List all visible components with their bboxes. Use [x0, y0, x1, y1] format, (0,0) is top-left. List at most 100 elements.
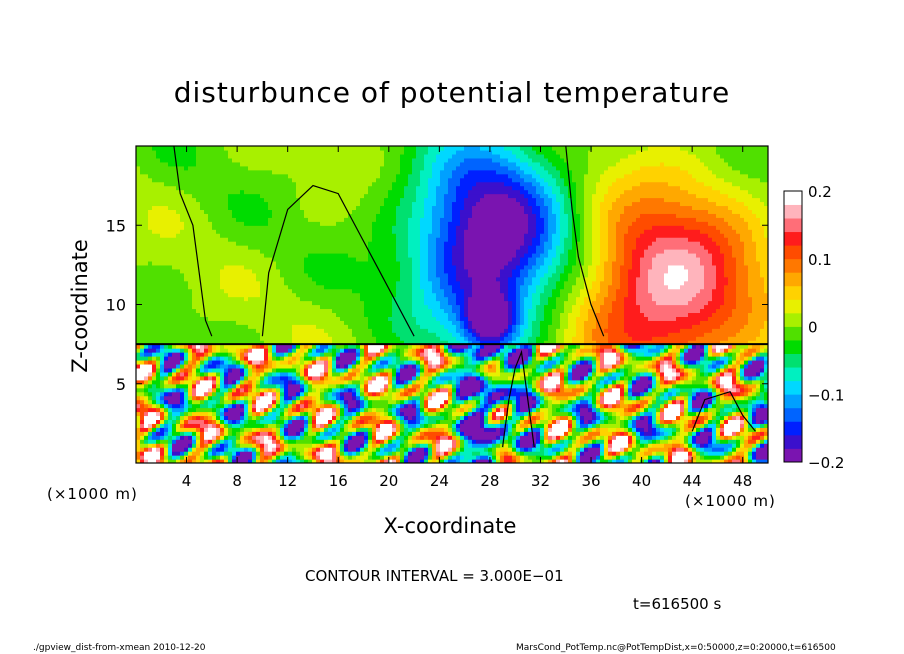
- heatmap-cell: [136, 324, 141, 329]
- heatmap-cell: [332, 177, 337, 183]
- heatmap-cell: [160, 256, 165, 262]
- heatmap-cell: [136, 201, 141, 207]
- heatmap-cell: [144, 383, 149, 389]
- heatmap-cell: [156, 459, 161, 463]
- heatmap-cell: [220, 419, 225, 424]
- heatmap-cell: [232, 177, 237, 183]
- heatmap-cell: [148, 193, 153, 199]
- heatmap-cell: [136, 256, 141, 262]
- heatmap-cell: [320, 308, 325, 314]
- heatmap-cell: [312, 348, 317, 353]
- heatmap-cell: [280, 276, 285, 282]
- heatmap-cell: [272, 268, 277, 274]
- heatmap-cell: [288, 312, 293, 317]
- heatmap-cell: [232, 403, 237, 409]
- heatmap-cell: [140, 332, 145, 337]
- heatmap-cell: [192, 411, 197, 417]
- heatmap-cell: [252, 359, 257, 365]
- heatmap-cell: [140, 193, 145, 199]
- heatmap-cell: [320, 272, 325, 278]
- heatmap-cell: [256, 149, 261, 155]
- heatmap-cell: [360, 411, 365, 417]
- heatmap-cell: [296, 276, 301, 282]
- heatmap-cell: [268, 336, 273, 341]
- heatmap-cell: [208, 213, 213, 218]
- heatmap-cell: [212, 399, 217, 405]
- heatmap-cell: [272, 153, 277, 159]
- heatmap-cell: [312, 241, 317, 246]
- heatmap-cell: [220, 439, 225, 444]
- heatmap-cell: [192, 367, 197, 373]
- heatmap-cell: [284, 197, 289, 203]
- heatmap-cell: [284, 423, 289, 428]
- heatmap-cell: [364, 197, 369, 203]
- heatmap-cell: [136, 264, 141, 270]
- heatmap-cell: [236, 391, 241, 397]
- heatmap-cell: [368, 340, 373, 345]
- heatmap-cell: [212, 157, 217, 163]
- heatmap-cell: [376, 304, 381, 310]
- heatmap-cell: [140, 256, 145, 262]
- heatmap-cell: [284, 249, 289, 254]
- heatmap-cell: [364, 161, 369, 167]
- heatmap-cell: [184, 165, 189, 171]
- heatmap-cell: [196, 443, 201, 448]
- heatmap-cell: [216, 359, 221, 365]
- heatmap-cell: [276, 205, 281, 210]
- heatmap-cell: [304, 193, 309, 199]
- heatmap-cell: [180, 268, 185, 274]
- heatmap-cell: [288, 146, 293, 151]
- heatmap-cell: [280, 324, 285, 329]
- heatmap-cell: [220, 320, 225, 325]
- heatmap-cell: [208, 165, 213, 171]
- heatmap-cell: [332, 415, 337, 421]
- heatmap-cell: [248, 288, 253, 294]
- heatmap-cell: [136, 268, 141, 274]
- heatmap-cell: [288, 419, 293, 424]
- heatmap-cell: [356, 185, 361, 191]
- heatmap-cell: [244, 356, 249, 361]
- heatmap-cell: [188, 209, 193, 214]
- heatmap-cell: [160, 280, 165, 286]
- heatmap-cell: [272, 320, 277, 325]
- heatmap-cell: [176, 276, 181, 282]
- heatmap-cell: [208, 245, 213, 250]
- heatmap-cell: [264, 359, 269, 365]
- heatmap-cell: [356, 427, 361, 432]
- heatmap-cell: [348, 403, 353, 409]
- heatmap-cell: [376, 451, 381, 456]
- heatmap-cell: [296, 391, 301, 397]
- heatmap-cell: [348, 300, 353, 306]
- heatmap-cell: [320, 276, 325, 282]
- heatmap-cell: [272, 344, 277, 349]
- heatmap-cell: [320, 229, 325, 234]
- heatmap-cell: [368, 276, 373, 282]
- heatmap-cell: [332, 221, 337, 226]
- heatmap-cell: [300, 157, 305, 163]
- heatmap-cell: [216, 316, 221, 321]
- heatmap-cell: [212, 149, 217, 155]
- heatmap-cell: [200, 249, 205, 254]
- heatmap-cell: [368, 443, 373, 448]
- heatmap-cell: [284, 157, 289, 163]
- heatmap-cell: [236, 419, 241, 424]
- heatmap-cell: [336, 359, 341, 365]
- heatmap-cell: [272, 407, 277, 413]
- heatmap-cell: [380, 146, 385, 151]
- heatmap-cell: [368, 165, 373, 171]
- heatmap-cell: [292, 237, 297, 242]
- heatmap-cell: [280, 292, 285, 298]
- heatmap-cell: [360, 419, 365, 424]
- heatmap-cell: [308, 324, 313, 329]
- heatmap-cell: [300, 280, 305, 286]
- heatmap-cell: [292, 288, 297, 294]
- heatmap-cell: [312, 427, 317, 432]
- heatmap-cell: [176, 189, 181, 195]
- heatmap-cell: [148, 169, 153, 175]
- heatmap-cell: [268, 288, 273, 294]
- heatmap-cell: [320, 332, 325, 337]
- heatmap-cell: [240, 284, 245, 290]
- heatmap-cell: [292, 280, 297, 286]
- heatmap-cell: [248, 260, 253, 266]
- heatmap-cell: [212, 352, 217, 357]
